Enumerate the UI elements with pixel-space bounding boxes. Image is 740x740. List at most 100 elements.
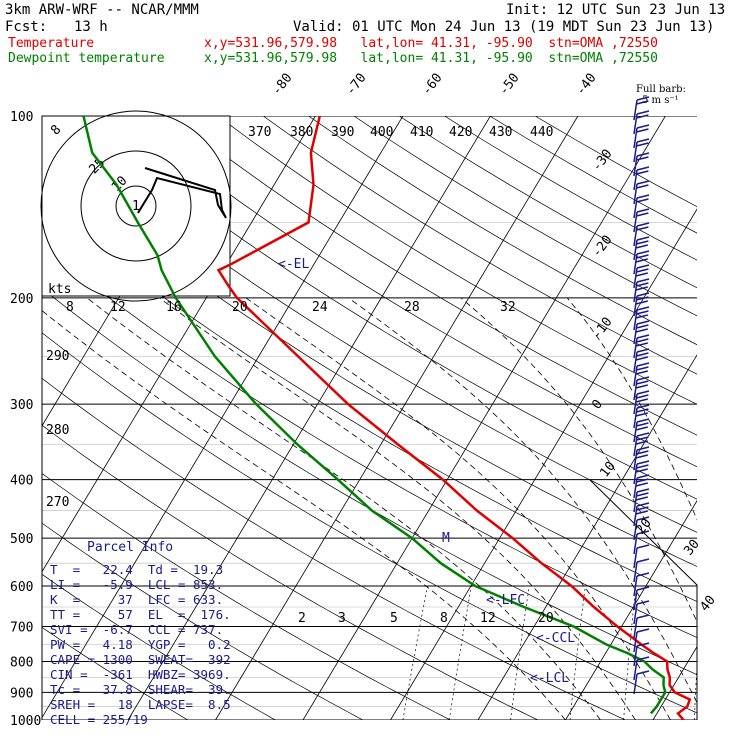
wind-barb-flag bbox=[636, 96, 650, 101]
wind-barb-flag bbox=[636, 418, 650, 423]
dry-adiabat bbox=[42, 160, 697, 567]
m-marker: M bbox=[442, 531, 450, 546]
isotherm-line bbox=[477, 354, 697, 720]
isotherm-label: 0 bbox=[589, 397, 606, 412]
wind-barb-flag bbox=[636, 408, 649, 413]
wind-barb-flag bbox=[635, 314, 648, 319]
isotherm-label: -10 bbox=[589, 315, 615, 343]
wind-barb-flag bbox=[635, 510, 648, 515]
parcel-row: K = 37 LFC = 633. bbox=[50, 592, 224, 607]
wind-barb bbox=[633, 670, 650, 695]
wind-barb bbox=[633, 334, 650, 359]
wind-barb-flag bbox=[636, 310, 649, 315]
parcel-info-title: Parcel Info bbox=[87, 540, 174, 555]
wind-barb-flag bbox=[635, 342, 648, 347]
lfc-marker: <-LFC bbox=[486, 593, 525, 608]
parcel-row: SVI = -6.7 CCL = 737. bbox=[50, 622, 224, 637]
hodograph-speed-label: 16 bbox=[166, 300, 182, 315]
moist-adiabat bbox=[86, 297, 601, 720]
forecast-hour: 13 h bbox=[74, 19, 108, 35]
wind-barb-flag bbox=[636, 170, 649, 175]
wind-barb-flag bbox=[636, 138, 650, 143]
wind-barb-shaft bbox=[633, 575, 638, 597]
wind-barb-flag bbox=[636, 208, 650, 213]
valid-time: Valid: 01 UTC Mon 24 Jun 13 (19 MDT Sun … bbox=[293, 19, 715, 35]
wind-barb-flag bbox=[636, 394, 649, 399]
pressure-label: 200 bbox=[10, 292, 33, 307]
wind-barb-flag bbox=[636, 446, 650, 451]
dry-adiabat bbox=[42, 120, 697, 533]
wind-barb bbox=[633, 432, 650, 457]
wind-barb-flag bbox=[635, 496, 648, 501]
pressure-label: 1000 bbox=[10, 714, 41, 729]
wind-barb-flag bbox=[636, 110, 650, 115]
isotherm-label: -70 bbox=[343, 71, 369, 99]
dry-adiabat bbox=[262, 116, 697, 375]
wind-barb-flag bbox=[635, 258, 648, 263]
wind-barb-flag bbox=[636, 320, 650, 325]
wind-barb-flag bbox=[636, 352, 649, 357]
wind-barb-flag bbox=[636, 436, 649, 441]
legend-temperature-info: x,y=531.96,579.98 lat,lon= 41.31, -95.90… bbox=[204, 36, 658, 51]
hodograph-speed-label: 20 bbox=[232, 300, 248, 315]
wind-barb bbox=[633, 194, 650, 219]
wind-barb-flag bbox=[635, 482, 648, 487]
wind-barb-flag bbox=[636, 464, 649, 469]
mixing-ratio-label: 12 bbox=[480, 611, 496, 626]
wind-barb bbox=[633, 614, 650, 639]
wind-barb-flag bbox=[636, 212, 649, 217]
wind-barb-flag bbox=[635, 244, 648, 249]
dry-adiabat bbox=[172, 116, 697, 436]
wind-barb-shaft bbox=[633, 645, 638, 667]
wind-barb-flag bbox=[636, 478, 649, 483]
wind-barb bbox=[633, 306, 650, 331]
wind-barb-flag bbox=[636, 156, 649, 161]
wind-barb-flag bbox=[636, 390, 650, 395]
wind-barb-flag bbox=[636, 628, 650, 633]
wind-barbs bbox=[633, 96, 650, 695]
frame-edge bbox=[589, 479, 698, 720]
wind-barb bbox=[633, 390, 650, 415]
wind-barb-flag bbox=[636, 292, 650, 297]
parcel-row: PW = 4.18 YGP = 0.2 bbox=[50, 637, 231, 652]
wind-barb bbox=[633, 278, 650, 303]
hodograph-ring bbox=[115, 185, 157, 227]
wind-barb bbox=[633, 376, 650, 401]
theta-label: 380 bbox=[290, 125, 313, 140]
wind-barb-flag bbox=[636, 600, 650, 605]
barb-legend-line1: Full barb: bbox=[636, 84, 686, 95]
wind-barb-flag bbox=[636, 656, 650, 661]
wind-barb bbox=[633, 250, 650, 275]
wind-barb bbox=[633, 460, 650, 485]
wind-barb-flag bbox=[636, 236, 650, 241]
moist-adiabat bbox=[245, 297, 671, 720]
isotherm-label: -50 bbox=[496, 71, 522, 99]
init-time: Init: 12 UTC Sun 23 Jun 13 bbox=[506, 2, 726, 18]
dry-adiabat bbox=[42, 244, 697, 638]
parcel-row: SREH = 18 LAPSE= 8.5 bbox=[50, 697, 231, 712]
dry-adiabat bbox=[42, 424, 539, 720]
parcel-row: CAPE = 1300 SWEAT= 392 bbox=[50, 652, 231, 667]
wind-barb-shaft bbox=[633, 617, 638, 639]
wind-barb-flag bbox=[636, 338, 649, 343]
parcel-row: T = 22.4 Td = 19.3 bbox=[50, 562, 224, 577]
isotherm-label: 30 bbox=[681, 537, 702, 559]
mixing-ratio-label: 2 bbox=[298, 611, 306, 626]
parcel-row: CIN = -361 HWBZ= 3969. bbox=[50, 667, 231, 682]
wind-barb-flag bbox=[636, 474, 650, 479]
dewpoint-profile bbox=[82, 116, 667, 715]
wind-barb-flag bbox=[636, 334, 650, 339]
theta-label: 400 bbox=[370, 125, 393, 140]
pressure-label: 500 bbox=[10, 532, 33, 547]
wind-barb-flag bbox=[636, 240, 649, 245]
pressure-label: 700 bbox=[10, 620, 33, 635]
dry-adiabat bbox=[444, 116, 697, 261]
parcel-row: TT = 57 EL = 176. bbox=[50, 607, 231, 622]
pressure-label: 800 bbox=[10, 655, 33, 670]
wind-barb-flag bbox=[636, 278, 650, 283]
wind-barb bbox=[633, 124, 650, 149]
wind-barb bbox=[633, 544, 650, 569]
wind-barb-shaft bbox=[633, 589, 638, 611]
level-markers: <-EL <-LFC <-CCL <-LCL M bbox=[278, 257, 575, 686]
hodograph-ring bbox=[80, 150, 192, 262]
